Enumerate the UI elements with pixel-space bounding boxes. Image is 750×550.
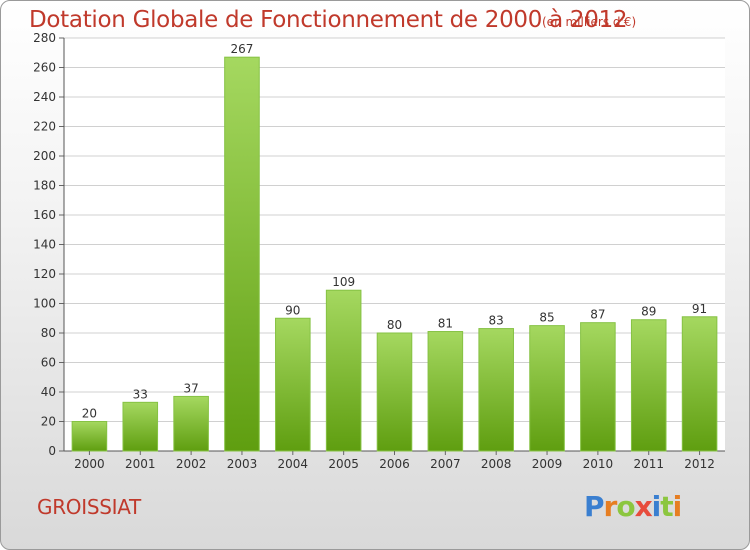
x-tick-label: 2008 [481, 457, 512, 471]
logo-letter: i [672, 490, 683, 523]
bar [478, 328, 514, 452]
bar-value-label: 33 [133, 387, 148, 401]
bar-value-label: 20 [82, 407, 97, 421]
y-tick-label: 0 [48, 444, 56, 458]
x-tick-label: 2005 [328, 457, 359, 471]
bar-value-label: 80 [387, 318, 402, 332]
x-tick-label: 2012 [684, 457, 715, 471]
bar-value-label: 83 [489, 314, 504, 328]
bar-value-label: 85 [539, 311, 554, 325]
bar [630, 319, 667, 452]
logo-letter: t [660, 490, 673, 523]
y-tick-label: 200 [33, 149, 56, 163]
x-tick-label: 2007 [430, 457, 461, 471]
bar [376, 332, 413, 452]
x-tick-label: 2010 [583, 457, 614, 471]
logo-letter: x [634, 490, 653, 523]
x-tick-label: 2004 [278, 457, 309, 471]
y-tick-label: 260 [33, 61, 56, 75]
y-tick-label: 40 [41, 385, 56, 399]
logo-letter: P [584, 490, 605, 523]
proxiti-logo: Proxiti [584, 490, 683, 523]
bar [529, 325, 565, 452]
y-tick-label: 220 [33, 120, 56, 134]
y-tick-label: 120 [33, 267, 56, 281]
bar [275, 317, 311, 452]
y-tick-label: 20 [41, 415, 56, 429]
town-name: GROISSIAT [37, 495, 141, 519]
bar-value-label: 109 [332, 275, 355, 289]
chart-title: Dotation Globale de Fonctionnement de 20… [29, 7, 628, 33]
bar-value-label: 91 [692, 302, 707, 316]
bar [71, 421, 108, 452]
x-tick-label: 2001 [125, 457, 156, 471]
y-tick-label: 80 [41, 326, 56, 340]
bar [580, 322, 616, 452]
bar [325, 289, 362, 452]
bar-value-label: 89 [641, 305, 656, 319]
x-tick-label: 2006 [379, 457, 410, 471]
y-tick-label: 160 [33, 208, 56, 222]
x-tick-label: 2003 [227, 457, 258, 471]
bar-value-label: 267 [231, 42, 254, 56]
bar-value-label: 81 [438, 317, 453, 331]
bar [173, 395, 209, 452]
y-tick-label: 140 [33, 238, 56, 252]
x-tick-label: 2000 [74, 457, 105, 471]
logo-letter: o [616, 490, 635, 523]
y-tick-label: 280 [33, 31, 56, 45]
x-tick-label: 2009 [532, 457, 563, 471]
x-tick-label: 2011 [633, 457, 664, 471]
logo-letter: i [651, 490, 662, 523]
y-tick-label: 60 [41, 356, 56, 370]
bar [681, 316, 718, 452]
bar [122, 401, 159, 452]
bar [224, 56, 260, 452]
y-tick-label: 180 [33, 179, 56, 193]
bar-value-label: 90 [285, 303, 300, 317]
chart-subtitle: (en milliers d'€) [542, 15, 637, 29]
logo-letter: r [603, 490, 618, 523]
bar-value-label: 87 [590, 308, 605, 322]
y-tick-label: 100 [33, 297, 56, 311]
x-tick-label: 2002 [176, 457, 207, 471]
bar-value-label: 37 [183, 381, 198, 395]
y-tick-label: 240 [33, 90, 56, 104]
bar [427, 331, 464, 452]
